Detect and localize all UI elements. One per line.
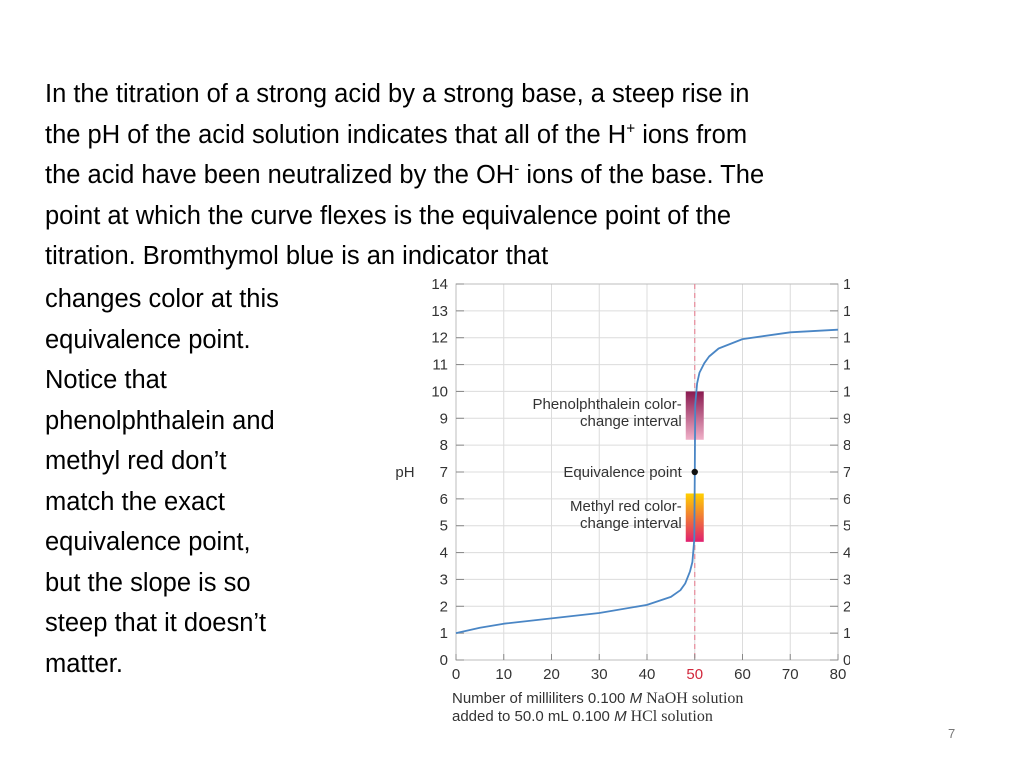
y-tick-label-right: 1: [843, 625, 850, 642]
side-paragraph-line: methyl red don’t: [45, 447, 227, 475]
x-axis-label-line1: Number of milliliters 0.100 M NaOH solut…: [452, 690, 743, 707]
x-axis-label-part: added to 50.0 mL 0.100: [452, 708, 614, 725]
indicator-band-label: change interval: [580, 515, 682, 532]
y-tick-label-left: 6: [440, 491, 448, 508]
x-axis-label-part: M: [614, 708, 627, 725]
side-paragraph-line: steep that it doesn’t: [45, 609, 267, 637]
paragraph-line: point at which the curve flexes is the e…: [45, 201, 732, 230]
y-tick-label-right: 7: [843, 464, 850, 481]
y-tick-label-right: 9: [843, 410, 850, 427]
x-tick-label: 10: [495, 666, 512, 683]
y-tick-label-right: 6: [843, 491, 850, 508]
x-tick-label: 80: [830, 666, 847, 683]
y-tick-label-left: 8: [440, 437, 448, 454]
side-paragraph-line: phenolphthalein and: [45, 406, 275, 435]
y-tick-label-right: 4: [843, 545, 850, 562]
side-paragraph-line: match the exact: [45, 487, 226, 516]
y-tick-label-right: 11: [843, 357, 850, 374]
y-axis-label-left: pH: [395, 464, 414, 481]
x-axis-label-part: HCl solution: [627, 708, 713, 725]
x-tick-label: 60: [734, 666, 751, 683]
side-paragraph-line: equivalence point.: [45, 325, 251, 354]
y-tick-label-left: 11: [432, 357, 448, 374]
y-tick-label-left: 5: [440, 518, 448, 535]
y-tick-label-right: 0: [843, 652, 850, 669]
y-tick-label-left: 13: [431, 303, 448, 320]
y-tick-label-right: 2: [843, 598, 850, 615]
y-tick-label-right: 5: [843, 518, 850, 535]
y-tick-label-left: 10: [431, 383, 448, 400]
side-paragraph-line: equivalence point,: [45, 528, 251, 556]
side-paragraph: changes color at this equivalence point. N…: [45, 279, 279, 684]
equivalence-point-marker: [691, 468, 698, 476]
x-axis-label-part: M: [630, 690, 643, 707]
side-paragraph-line: Notice that: [45, 366, 167, 394]
x-tick-label: 70: [782, 666, 799, 683]
paragraph-line: titration. Bromthymol blue is an indicat…: [45, 242, 549, 270]
y-tick-label-left: 7: [440, 464, 448, 481]
equivalence-point-label: Equivalence point: [563, 464, 682, 481]
side-paragraph-line: changes color at this: [45, 285, 279, 313]
paragraph-line: the pH of the acid solution indicates th…: [45, 120, 748, 149]
y-tick-label-left: 9: [440, 410, 448, 427]
y-tick-label-left: 4: [440, 545, 448, 562]
x-tick-label: 40: [639, 666, 656, 683]
y-tick-label-left: 14: [431, 276, 448, 293]
y-tick-label-left: 1: [440, 625, 448, 642]
body-paragraph: In the titration of a strong acid by a s…: [45, 74, 764, 277]
y-tick-label-right: 12: [843, 330, 850, 347]
paragraph-line: the acid have been neutralized by the OH…: [45, 160, 765, 189]
x-axis-label-part: Number of milliliters 0.100: [452, 690, 630, 707]
y-tick-label-right: 8: [843, 437, 850, 454]
paragraph-line: In the titration of a strong acid by a s…: [45, 80, 750, 108]
titration-curve-chart: 0011223344556677889910101111121213131414…: [395, 276, 850, 725]
y-tick-label-left: 2: [440, 598, 448, 615]
y-tick-label-right: 10: [843, 383, 850, 400]
y-tick-label-right: 14: [843, 276, 850, 293]
side-paragraph-line: but the slope is so: [45, 568, 251, 597]
y-tick-label-right: 3: [843, 571, 850, 588]
side-paragraph-line: matter.: [45, 649, 123, 678]
indicator-band-label: Methyl red color-: [570, 498, 682, 515]
y-tick-label-left: 12: [431, 330, 448, 347]
x-axis-label-line2: added to 50.0 mL 0.100 M HCl solution: [452, 708, 713, 725]
x-tick-label: 0: [452, 666, 460, 683]
x-tick-label: 50: [686, 666, 703, 683]
x-tick-label: 20: [543, 666, 560, 683]
y-tick-label-left: 0: [440, 652, 448, 669]
y-tick-label-right: 13: [843, 303, 850, 320]
y-tick-label-left: 3: [440, 571, 448, 588]
indicator-band-label: change interval: [580, 413, 682, 430]
titration-curve-line: [455, 328, 839, 634]
x-axis-label-part: NaOH solution: [642, 690, 743, 707]
page-number: 7: [948, 726, 956, 741]
x-tick-label: 30: [591, 666, 608, 683]
indicator-band-label: Phenolphthalein color-: [532, 396, 681, 413]
